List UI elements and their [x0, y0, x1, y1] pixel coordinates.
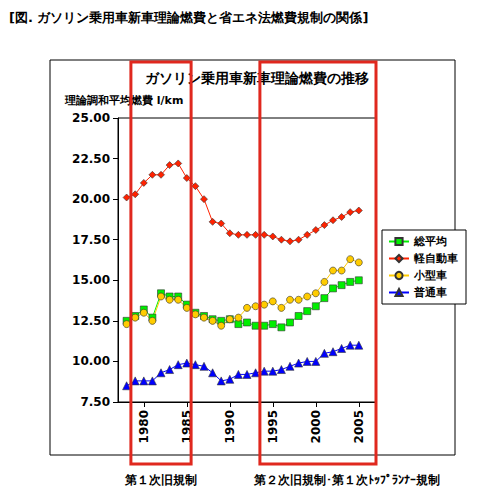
svg-text:第１次旧規制: 第１次旧規制 [124, 473, 197, 487]
svg-text:22.50: 22.50 [72, 152, 110, 166]
svg-text:25.00: 25.00 [72, 111, 110, 125]
svg-text:[図. ガソリン乗用車新車理論燃費と省エネ法燃費規制の関係]: [図. ガソリン乗用車新車理論燃費と省エネ法燃費規制の関係] [9, 10, 368, 25]
svg-text:2000: 2000 [309, 410, 323, 443]
svg-text:軽自動車: 軽自動車 [413, 252, 458, 265]
svg-text:20.00: 20.00 [72, 192, 110, 206]
svg-text:1980: 1980 [137, 410, 151, 443]
svg-text:1985: 1985 [179, 410, 194, 444]
svg-text:理論調和平均燃費 l/km: 理論調和平均燃費 l/km [64, 94, 183, 107]
svg-text:17.50: 17.50 [72, 233, 110, 247]
svg-text:1990: 1990 [223, 410, 237, 443]
svg-text:第２次旧規制･第１次ﾄｯﾌﾟﾗﾝﾅｰ規制: 第２次旧規制･第１次ﾄｯﾌﾟﾗﾝﾅｰ規制 [253, 473, 440, 487]
svg-text:1995: 1995 [266, 410, 280, 443]
svg-text:普通車: 普通車 [413, 286, 447, 299]
svg-text:10.00: 10.00 [72, 354, 110, 368]
svg-text:小型車: 小型車 [413, 269, 447, 282]
svg-text:12.50: 12.50 [72, 314, 110, 328]
svg-text:2005: 2005 [352, 410, 366, 443]
svg-text:ガソリン乗用車新車理論燃費の推移: ガソリン乗用車新車理論燃費の推移 [145, 70, 369, 86]
svg-text:7.50: 7.50 [80, 395, 110, 409]
svg-text:総平均: 総平均 [413, 235, 447, 248]
svg-text:15.00: 15.00 [72, 273, 110, 287]
